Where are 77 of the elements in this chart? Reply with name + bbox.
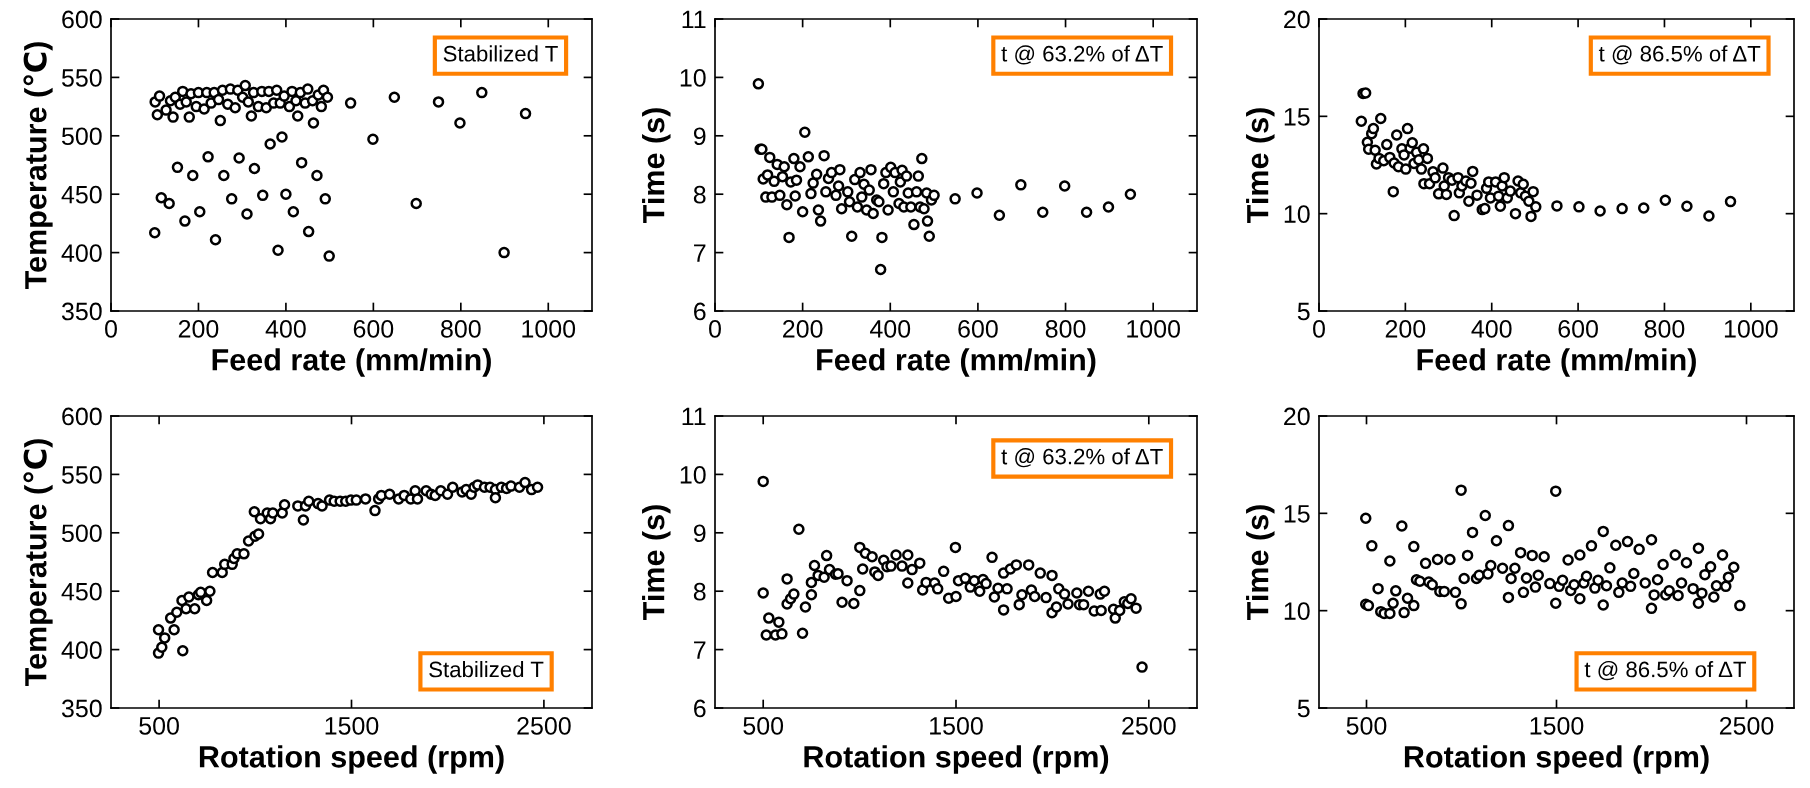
y-tick-label: 15 — [1284, 505, 1310, 523]
x-tick-label: 400 — [869, 319, 911, 338]
y-tick-label: 400 — [61, 244, 102, 262]
annotation: t @ 86.5% of ΔT — [1584, 661, 1746, 681]
annotation: Stabilized T — [429, 661, 544, 678]
annotation: t @ 63.2% of ΔT — [1001, 45, 1163, 65]
x-tick-label: 800 — [1644, 319, 1685, 338]
y-tick-label: 500 — [61, 127, 102, 146]
x-tick-label: 200 — [783, 319, 823, 338]
x-tick-label: 0 — [1313, 319, 1325, 338]
y-tick-label: 20 — [1284, 407, 1310, 426]
x-tick-label: 400 — [1471, 319, 1512, 338]
y-tick-label: 15 — [1284, 108, 1310, 126]
y-tick-label: 400 — [61, 641, 102, 659]
annotation: Stabilized T — [443, 45, 558, 62]
y-axis-title: Time (s) — [1246, 505, 1275, 620]
x-tick-label: 1000 — [1127, 319, 1181, 338]
y-axis-title: Temperature (℃) — [23, 42, 53, 289]
y-tick-label: 10 — [680, 466, 706, 484]
y-tick-label: 9 — [693, 127, 706, 146]
y-tick-label: 9 — [693, 524, 706, 543]
x-tick-label: 800 — [441, 319, 481, 338]
x-tick-label: 0 — [709, 319, 721, 338]
y-tick-label: 6 — [694, 699, 706, 718]
x-axis-title: Feed rate (mm/min) — [212, 348, 491, 377]
x-tick-label: 500 — [743, 716, 784, 735]
y-tick-label: 500 — [61, 524, 102, 543]
x-tick-label: 0 — [105, 319, 117, 338]
y-tick-label: 450 — [61, 582, 102, 601]
y-tick-label: 550 — [61, 466, 102, 484]
x-axis-title: Rotation speed (rpm) — [804, 745, 1109, 774]
y-tick-label: 350 — [61, 302, 102, 321]
x-tick-label: 2500 — [517, 716, 571, 735]
x-tick-label: 600 — [1558, 319, 1598, 338]
annotation: t @ 63.2% of ΔT — [1001, 448, 1163, 468]
x-tick-label: 1000 — [1724, 319, 1778, 338]
y-tick-label: 5 — [1297, 302, 1310, 321]
y-tick-label: 600 — [62, 10, 102, 29]
x-tick-label: 2500 — [1719, 716, 1774, 735]
y-tick-label: 450 — [61, 185, 102, 204]
y-axis-title: Temperature (℃) — [23, 439, 53, 686]
x-tick-label: 600 — [353, 319, 394, 338]
x-axis-title: Feed rate (mm/min) — [1417, 348, 1696, 377]
x-axis-title: Rotation speed (rpm) — [1404, 745, 1709, 774]
y-tick-label: 550 — [61, 69, 102, 87]
x-tick-label: 2500 — [1122, 716, 1176, 735]
x-axis-title: Rotation speed (rpm) — [199, 745, 504, 774]
x-tick-label: 1500 — [325, 716, 379, 735]
y-tick-label: 8 — [693, 582, 706, 601]
x-axis-title: Feed rate (mm/min) — [817, 348, 1096, 377]
y-tick-label: 8 — [693, 185, 706, 204]
y-tick-label: 7 — [694, 244, 706, 262]
x-tick-label: 200 — [1385, 319, 1426, 338]
y-tick-label: 11 — [682, 407, 706, 426]
x-tick-label: 600 — [958, 319, 998, 338]
y-tick-label: 10 — [1284, 602, 1310, 620]
y-axis-title: Time (s) — [642, 108, 671, 223]
x-tick-label: 500 — [1346, 716, 1387, 735]
annotation: t @ 86.5% of ΔT — [1598, 45, 1761, 65]
x-tick-label: 1000 — [522, 319, 576, 338]
x-tick-label: 1500 — [930, 716, 983, 735]
y-tick-label: 20 — [1284, 10, 1310, 29]
y-axis-title: Time (s) — [1246, 108, 1275, 223]
x-tick-label: 1500 — [1530, 716, 1584, 735]
x-tick-label: 800 — [1045, 319, 1086, 338]
y-tick-label: 6 — [694, 302, 706, 321]
y-tick-label: 600 — [62, 407, 102, 426]
y-tick-label: 7 — [694, 641, 706, 659]
x-tick-label: 500 — [139, 716, 179, 735]
y-axis-title: Time (s) — [642, 505, 671, 620]
x-tick-label: 200 — [178, 319, 219, 338]
y-tick-label: 10 — [680, 69, 706, 87]
y-tick-label: 11 — [682, 10, 706, 29]
x-tick-label: 400 — [265, 319, 306, 338]
y-tick-label: 10 — [1284, 205, 1310, 223]
y-tick-label: 5 — [1297, 699, 1310, 718]
y-tick-label: 350 — [61, 699, 102, 718]
